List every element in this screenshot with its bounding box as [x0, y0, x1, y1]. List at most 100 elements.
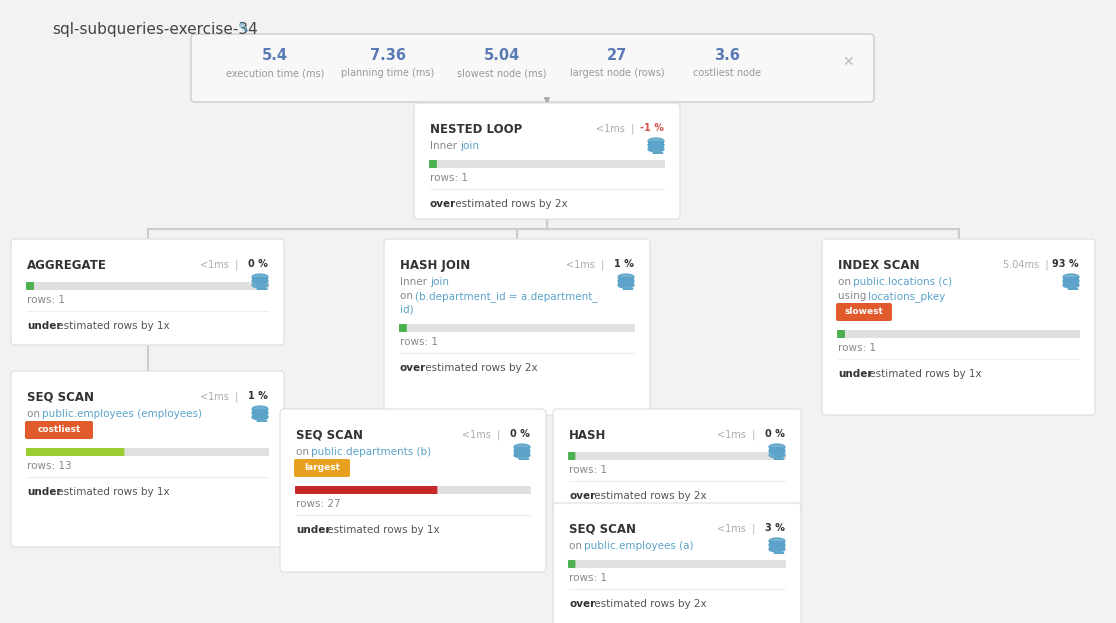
Text: 0 %: 0 % — [248, 259, 268, 269]
FancyBboxPatch shape — [26, 282, 269, 290]
FancyBboxPatch shape — [294, 459, 350, 477]
FancyBboxPatch shape — [11, 371, 283, 547]
Text: slowest: slowest — [845, 308, 884, 316]
Text: over: over — [400, 363, 426, 373]
Text: estimated rows by 2x: estimated rows by 2x — [591, 491, 706, 501]
FancyBboxPatch shape — [295, 486, 437, 494]
Text: execution time (ms): execution time (ms) — [225, 68, 324, 78]
Text: NESTED LOOP: NESTED LOOP — [430, 123, 522, 136]
FancyBboxPatch shape — [429, 160, 665, 168]
Text: rows: 1: rows: 1 — [430, 173, 468, 183]
FancyBboxPatch shape — [769, 541, 785, 551]
FancyBboxPatch shape — [568, 560, 576, 568]
Text: public.departments (b): public.departments (b) — [311, 447, 431, 457]
Text: 7.36: 7.36 — [371, 48, 406, 63]
Text: costliest node: costliest node — [693, 68, 761, 78]
Text: estimated rows by 1x: estimated rows by 1x — [866, 369, 981, 379]
FancyBboxPatch shape — [11, 239, 283, 345]
Text: id): id) — [400, 305, 414, 315]
Text: Inner: Inner — [400, 277, 431, 287]
Text: ✕: ✕ — [843, 55, 854, 69]
Text: public.employees (employees): public.employees (employees) — [42, 409, 202, 419]
Text: HASH: HASH — [569, 429, 606, 442]
Text: sql-subqueries-exercise-34: sql-subqueries-exercise-34 — [52, 22, 258, 37]
FancyBboxPatch shape — [836, 303, 892, 321]
Text: <1ms  |: <1ms | — [566, 259, 604, 270]
Text: <1ms  |: <1ms | — [200, 259, 238, 270]
Text: AGGREGATE: AGGREGATE — [27, 259, 107, 272]
Text: INDEX SCAN: INDEX SCAN — [838, 259, 920, 272]
Text: Inner: Inner — [430, 141, 460, 151]
Text: estimated rows by 2x: estimated rows by 2x — [452, 199, 568, 209]
Text: on: on — [296, 447, 312, 457]
Ellipse shape — [252, 414, 268, 420]
FancyBboxPatch shape — [1064, 277, 1079, 287]
FancyBboxPatch shape — [414, 103, 680, 219]
FancyBboxPatch shape — [191, 34, 874, 102]
Ellipse shape — [769, 448, 785, 454]
Text: under: under — [296, 525, 330, 535]
FancyBboxPatch shape — [26, 282, 33, 290]
Ellipse shape — [618, 282, 634, 288]
Text: ≡: ≡ — [620, 277, 634, 295]
Text: 0 %: 0 % — [510, 429, 530, 439]
FancyBboxPatch shape — [25, 421, 93, 439]
Text: 27: 27 — [607, 48, 627, 63]
Text: under: under — [27, 487, 61, 497]
FancyBboxPatch shape — [26, 448, 124, 456]
Text: ≡: ≡ — [254, 409, 268, 427]
Text: over: over — [569, 491, 595, 501]
Text: estimated rows by 1x: estimated rows by 1x — [55, 321, 170, 331]
Ellipse shape — [769, 444, 785, 450]
Text: 1 %: 1 % — [614, 259, 634, 269]
Text: <1ms  |: <1ms | — [462, 429, 500, 439]
Text: 93 %: 93 % — [1052, 259, 1079, 269]
Ellipse shape — [252, 410, 268, 416]
Text: planning time (ms): planning time (ms) — [341, 68, 434, 78]
Text: over: over — [430, 199, 456, 209]
Text: largest: largest — [304, 464, 340, 472]
FancyBboxPatch shape — [429, 160, 436, 168]
Text: ≡: ≡ — [516, 447, 530, 465]
FancyBboxPatch shape — [837, 330, 1080, 338]
Text: <1ms  |: <1ms | — [596, 123, 634, 133]
Text: rows: 1: rows: 1 — [569, 573, 607, 583]
Text: over: over — [569, 599, 595, 609]
Ellipse shape — [252, 278, 268, 284]
Text: on: on — [27, 409, 44, 419]
Text: ≡: ≡ — [1065, 277, 1079, 295]
Text: estimated rows by 2x: estimated rows by 2x — [422, 363, 538, 373]
FancyBboxPatch shape — [252, 277, 268, 287]
Ellipse shape — [769, 546, 785, 552]
Ellipse shape — [1064, 278, 1079, 284]
Ellipse shape — [514, 444, 530, 450]
Text: using: using — [838, 291, 869, 301]
Text: estimated rows by 1x: estimated rows by 1x — [324, 525, 439, 535]
Text: 3 %: 3 % — [766, 523, 785, 533]
Ellipse shape — [1064, 274, 1079, 280]
Text: SEQ SCAN: SEQ SCAN — [296, 429, 363, 442]
Text: rows: 1: rows: 1 — [400, 337, 437, 347]
FancyBboxPatch shape — [554, 503, 801, 623]
Text: estimated rows by 1x: estimated rows by 1x — [55, 487, 170, 497]
Text: rows: 13: rows: 13 — [27, 461, 71, 471]
Text: rows: 27: rows: 27 — [296, 499, 340, 509]
FancyBboxPatch shape — [648, 141, 664, 151]
Ellipse shape — [618, 278, 634, 284]
FancyBboxPatch shape — [822, 239, 1095, 415]
Text: ≡: ≡ — [771, 447, 785, 465]
Text: rows: 1: rows: 1 — [569, 465, 607, 475]
Ellipse shape — [252, 282, 268, 288]
Text: rows: 1: rows: 1 — [27, 295, 65, 305]
FancyBboxPatch shape — [837, 330, 845, 338]
Text: <1ms  |: <1ms | — [716, 429, 756, 439]
Text: slowest node (ms): slowest node (ms) — [458, 68, 547, 78]
Text: join: join — [430, 277, 449, 287]
Text: public.employees (a): public.employees (a) — [584, 541, 693, 551]
FancyBboxPatch shape — [295, 486, 531, 494]
Ellipse shape — [769, 542, 785, 548]
Text: on: on — [400, 291, 416, 301]
Text: ≡: ≡ — [254, 277, 268, 295]
Text: largest node (rows): largest node (rows) — [569, 68, 664, 78]
Text: under: under — [838, 369, 873, 379]
